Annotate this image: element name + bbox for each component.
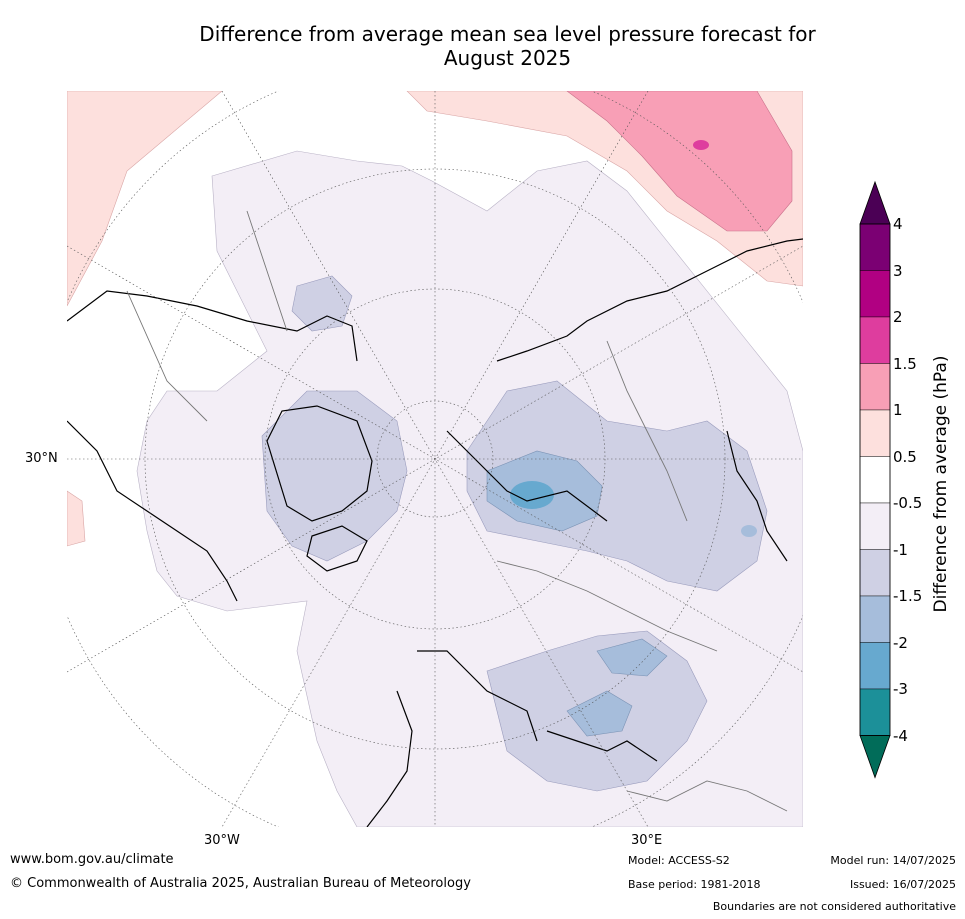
- graticule-label-30n: 30°N: [25, 451, 58, 466]
- footer-model-run: Model run: 14/07/2025: [830, 854, 956, 867]
- colorbar: [859, 180, 891, 779]
- map-canvas: [67, 91, 803, 827]
- colorbar-tick-label: -1.5: [893, 587, 923, 605]
- colorbar-bin: [859, 409, 891, 457]
- colorbar-bin: [859, 270, 891, 318]
- country-borders: [126, 210, 788, 812]
- footer-url: www.bom.gov.au/climate: [10, 852, 174, 867]
- colorbar-bin: [859, 363, 891, 411]
- footer-disclaimer: Boundaries are not considered authoritat…: [712, 900, 956, 913]
- footer-model: Model: ACCESS-S2: [628, 854, 730, 867]
- anomaly-region-siberia-teal: [510, 481, 554, 509]
- colorbar-label: Difference from average (hPa): [931, 355, 951, 613]
- coastlines: [67, 238, 803, 827]
- anomaly-region-balkans-steel: [566, 690, 633, 737]
- footer-base-period: Base period: 1981-2018: [628, 878, 761, 891]
- map-title-line-1: Difference from average mean sea level p…: [199, 22, 816, 46]
- anomaly-region-pacific-light-pink: [67, 91, 223, 307]
- colorbar-extension-bottom: [859, 735, 891, 779]
- colorbar-tick-label: 2: [893, 308, 903, 326]
- colorbar-tick-label: -3: [893, 680, 908, 698]
- map-title: Difference from average mean sea level p…: [150, 22, 865, 70]
- colorbar-outline: [859, 223, 891, 736]
- colorbar-tick-label: 1.5: [893, 354, 917, 373]
- anomaly-region-japan-steel: [741, 525, 757, 537]
- colorbar-tick-label: -1: [893, 540, 908, 559]
- colorbar-tick-label: 3: [893, 261, 903, 280]
- footer-copyright: © Commonwealth of Australia 2025, Austra…: [10, 876, 471, 891]
- colorbar-tick-label: 4: [893, 215, 903, 233]
- anomaly-region-north-atlantic-blue: [291, 275, 353, 332]
- colorbar-tick-label: -4: [893, 726, 908, 745]
- map-panel: [67, 91, 803, 827]
- colorbar-bin: [859, 595, 891, 643]
- map-title-line-2: August 2025: [443, 46, 572, 70]
- footer-issued: Issued: 16/07/2025: [849, 878, 956, 891]
- colorbar-bin: [859, 456, 891, 504]
- anomaly-region-siberia-blue: [466, 380, 768, 592]
- colorbar-bin: [859, 223, 891, 271]
- colorbar-bin: [859, 688, 891, 736]
- graticule-label-30e: 30°E: [631, 833, 663, 848]
- colorbar-bin: [859, 642, 891, 690]
- colorbar-tick-label: 1: [893, 401, 903, 419]
- anomaly-region-pacific-magenta: [693, 140, 709, 150]
- anomaly-region-pacific-pink: [566, 91, 793, 232]
- colorbar-tick-label: -2: [893, 633, 908, 652]
- anomaly-region-caspian-steel: [596, 638, 668, 677]
- colorbar-bin: [859, 316, 891, 364]
- anomaly-region-atlantic-light-pink: [67, 490, 86, 547]
- graticule: [67, 91, 803, 827]
- colorbar-bin: [859, 549, 891, 597]
- anomaly-region-canada-greenland-blue: [261, 390, 408, 562]
- graticule-label-30w: 30°W: [204, 833, 240, 848]
- colorbar-tick-label: -0.5: [893, 494, 923, 512]
- colorbar-bin: [859, 502, 891, 550]
- colorbar-tick-label: 0.5: [893, 447, 917, 466]
- colorbar-extension-top: [859, 180, 891, 225]
